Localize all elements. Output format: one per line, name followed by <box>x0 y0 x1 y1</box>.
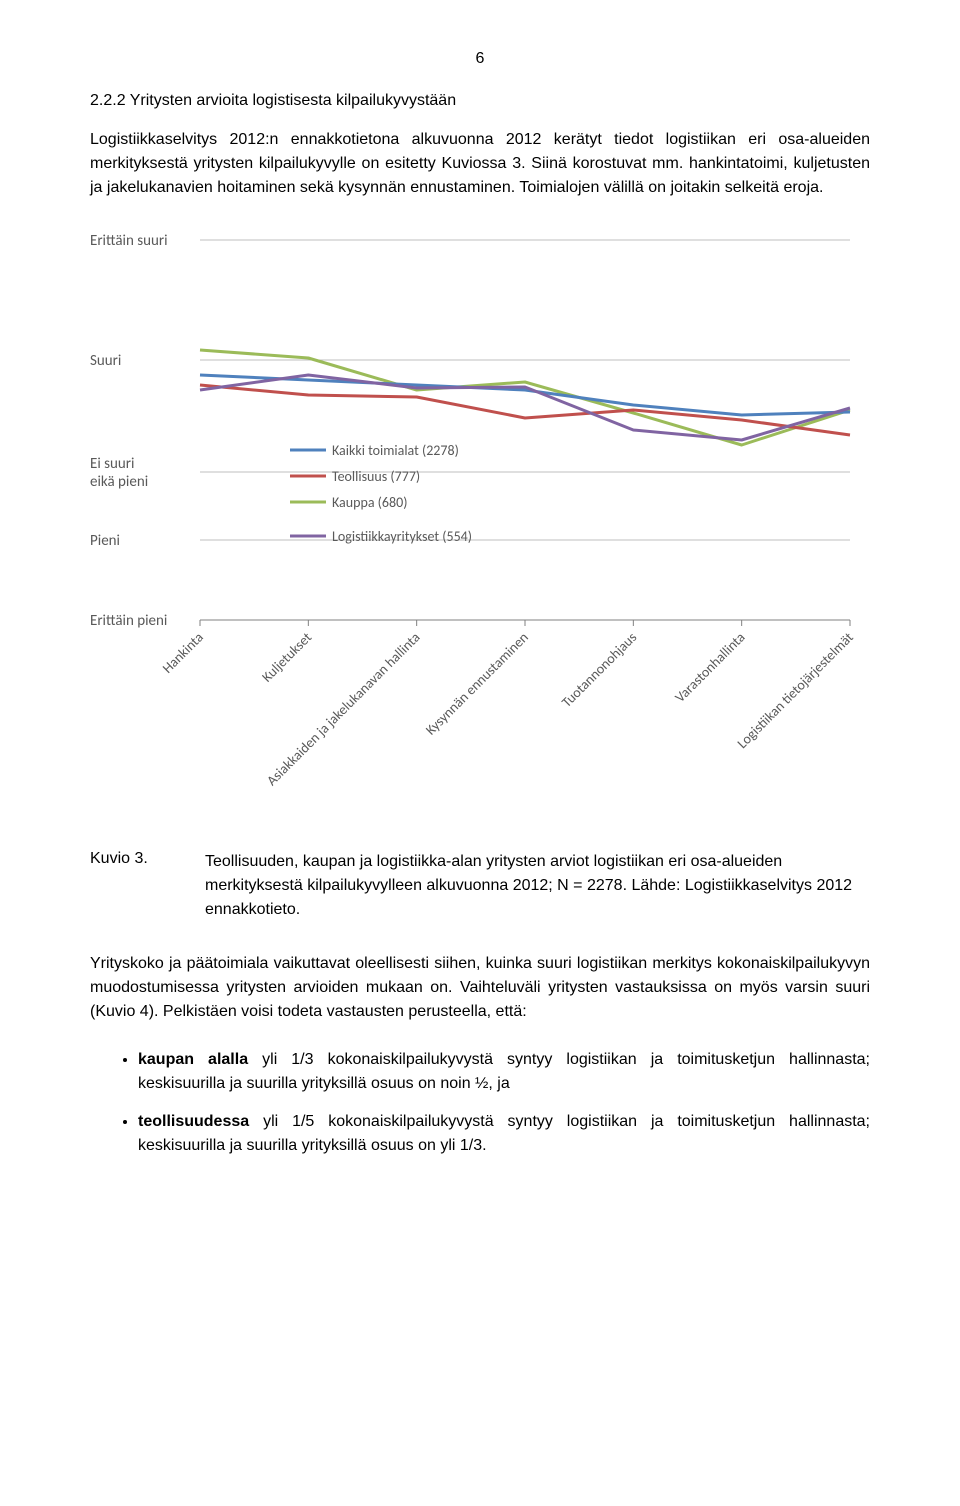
x-axis-label: Hankinta <box>159 629 207 677</box>
figure-caption: Kuvio 3. Teollisuuden, kaupan ja logisti… <box>90 850 870 922</box>
y-axis-label: Suuri <box>90 352 121 370</box>
y-axis-label: Erittäin pieni <box>90 612 167 630</box>
x-axis-label: Varastonhallinta <box>671 629 748 706</box>
page-number: 6 <box>90 50 870 68</box>
legend-label: Logistiikkayritykset (554) <box>332 528 472 545</box>
y-axis-label: Ei suuri <box>90 455 134 473</box>
chart-figure: Erittäin suuri Suuri Pieni Erittäin pieni Ei… <box>90 230 870 790</box>
legend-label: Kauppa (680) <box>332 494 407 511</box>
legend-label: Teollisuus (777) <box>332 468 420 485</box>
bullet-item: kaupan alalla yli 1/3 kokonaiskilpailuky… <box>138 1048 870 1096</box>
x-axis-label: Kysynnän ennustaminen <box>422 629 532 739</box>
bullet-bold: teollisuudessa <box>138 1113 249 1130</box>
section-heading: 2.2.2 Yritysten arvioita logistisesta ki… <box>90 92 870 110</box>
x-axis-label: Tuotannonohjaus <box>558 629 640 711</box>
line-chart: Erittäin suuri Suuri Pieni Erittäin pieni Ei… <box>90 230 870 790</box>
bullet-item: teollisuudessa yli 1/5 kokonaiskilpailuk… <box>138 1110 870 1158</box>
y-axis-label: eikä pieni <box>90 473 148 491</box>
caption-label: Kuvio 3. <box>90 850 185 922</box>
body-paragraph: Yrityskoko ja päätoimiala vaikuttavat ol… <box>90 952 870 1024</box>
series-logistiikka <box>200 375 850 440</box>
bullet-list: kaupan alalla yli 1/3 kokonaiskilpailuky… <box>90 1048 870 1158</box>
intro-paragraph: Logistiikkaselvitys 2012:n ennakkotieton… <box>90 128 870 200</box>
legend-label: Kaikki toimialat (2278) <box>332 442 459 459</box>
y-axis-label: Pieni <box>90 532 120 550</box>
bullet-bold: kaupan alalla <box>138 1051 248 1068</box>
series-teollisuus <box>200 385 850 435</box>
bullet-text: yli 1/3 kokonaiskilpailukyvystä syntyy l… <box>138 1051 870 1092</box>
series-kauppa <box>200 350 850 445</box>
x-axis-label: Logistiikan tietojärjestelmät <box>734 629 857 752</box>
caption-text: Teollisuuden, kaupan ja logistiikka-alan… <box>205 850 870 922</box>
y-axis-label: Erittäin suuri <box>90 232 168 250</box>
x-axis-label: Kuljetukset <box>258 629 315 686</box>
